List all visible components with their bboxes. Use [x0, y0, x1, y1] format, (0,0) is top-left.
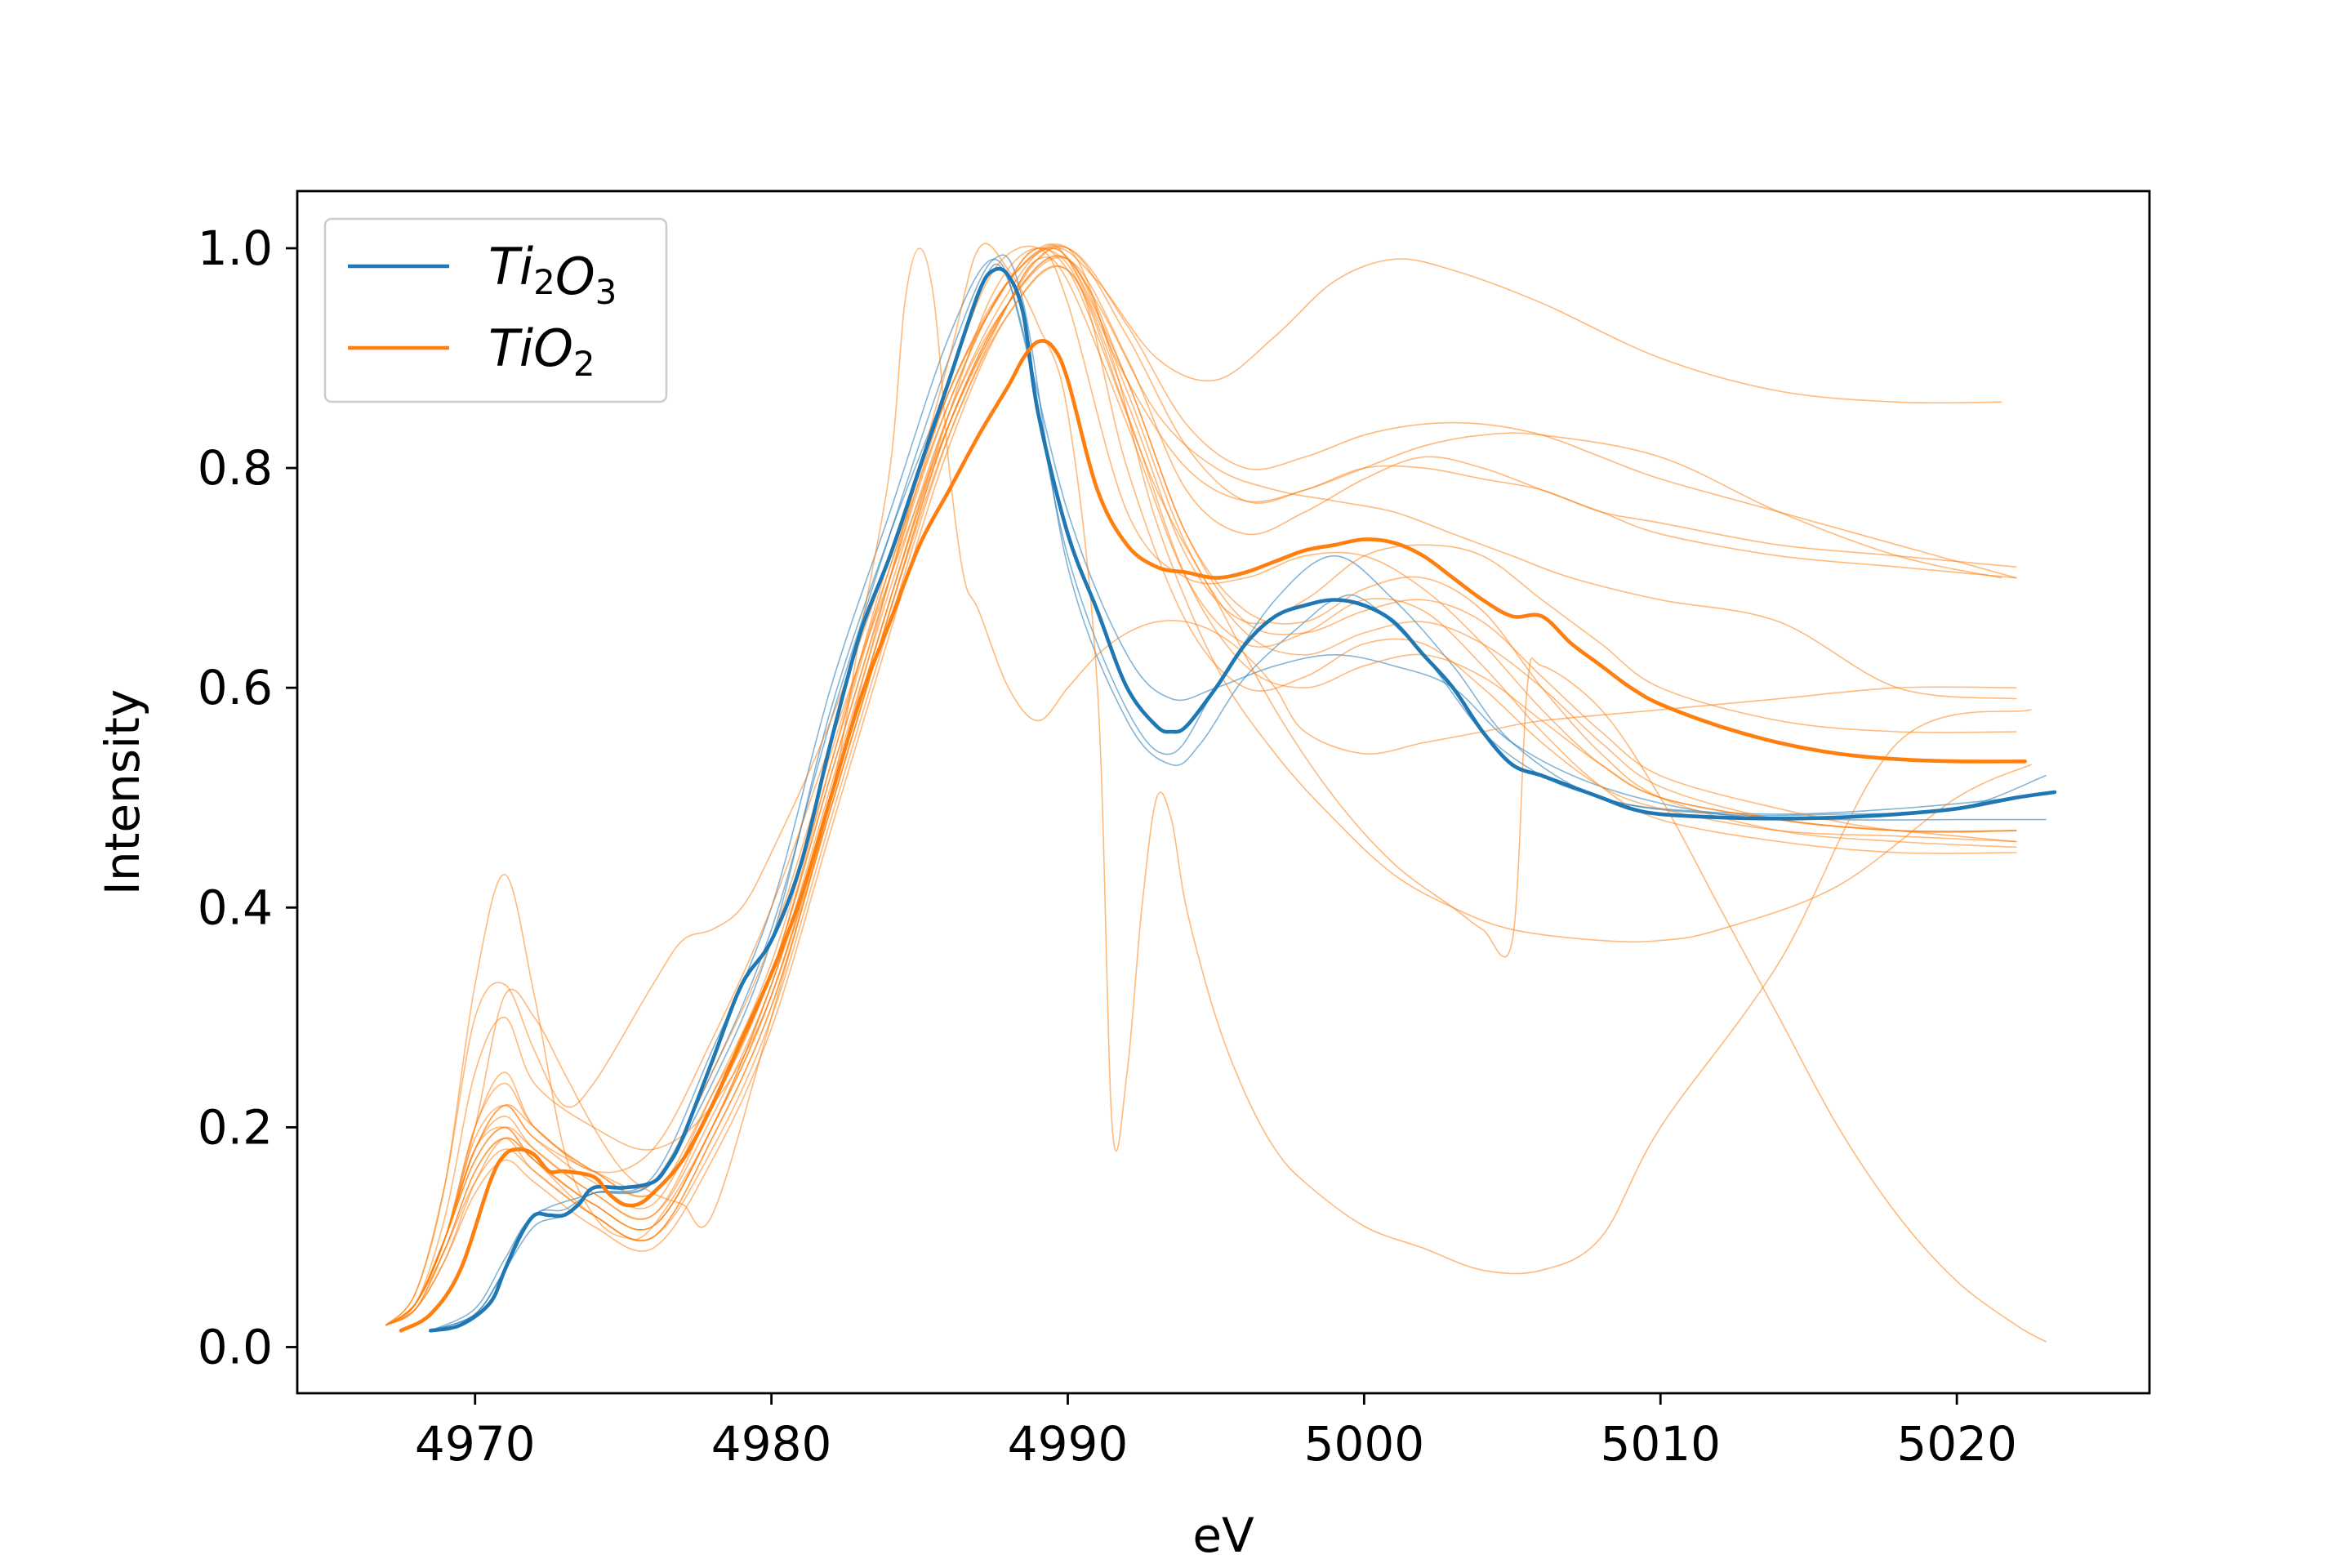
y-tick-label: 0.2 — [198, 1099, 273, 1155]
legend-label-part: O — [555, 247, 595, 306]
legend-label-part: Ti — [488, 237, 533, 296]
legend-label: TiO2 — [488, 318, 595, 384]
x-tick-label: 5000 — [1304, 1416, 1425, 1472]
axes: 4970 4980 4990 5000 5010 5020 0.0 0.2 0.4 0.6 0.8 1… — [95, 189, 2151, 1563]
y-tick-label: 0.0 — [198, 1319, 273, 1374]
mean-line-1 — [429, 266, 2057, 1333]
thin-line-5 — [385, 247, 2017, 1326]
x-axis-title: eV — [1192, 1508, 1254, 1563]
y-axis-title: Intensity — [95, 689, 150, 895]
x-tick-label: 5010 — [1600, 1416, 1721, 1472]
legend-label-part: Ti — [488, 318, 533, 378]
series-lines — [385, 243, 2057, 1343]
legend-label-subscript: 2 — [533, 262, 555, 302]
x-tick-label: 4980 — [711, 1416, 832, 1472]
plot-frame — [296, 189, 2151, 1395]
thin-line-21 — [385, 255, 2017, 1326]
thin-line-9 — [385, 243, 2032, 1326]
mean-line-2 — [399, 339, 2027, 1333]
legend-label-subscript: 2 — [573, 344, 595, 384]
thin-line-10 — [385, 247, 2047, 1343]
x-tick-label: 4990 — [1008, 1416, 1129, 1472]
y-tick-label: 0.4 — [198, 880, 273, 935]
y-tick-label: 0.8 — [198, 440, 273, 496]
x-tick-label: 5020 — [1896, 1416, 2017, 1472]
legend-label-subscript: 3 — [595, 272, 617, 312]
legend-label-part: O — [533, 318, 573, 378]
y-tick-label: 0.6 — [198, 660, 273, 715]
thin-line-20 — [385, 246, 2017, 1326]
thin-line-2 — [430, 263, 2047, 1332]
thin-line-11 — [385, 243, 2032, 1326]
y-tick-label: 1.0 — [198, 220, 273, 276]
thin-line-14 — [385, 247, 2017, 1326]
legend-label: Ti2O3 — [488, 237, 617, 312]
x-tick-label: 4970 — [415, 1416, 536, 1472]
